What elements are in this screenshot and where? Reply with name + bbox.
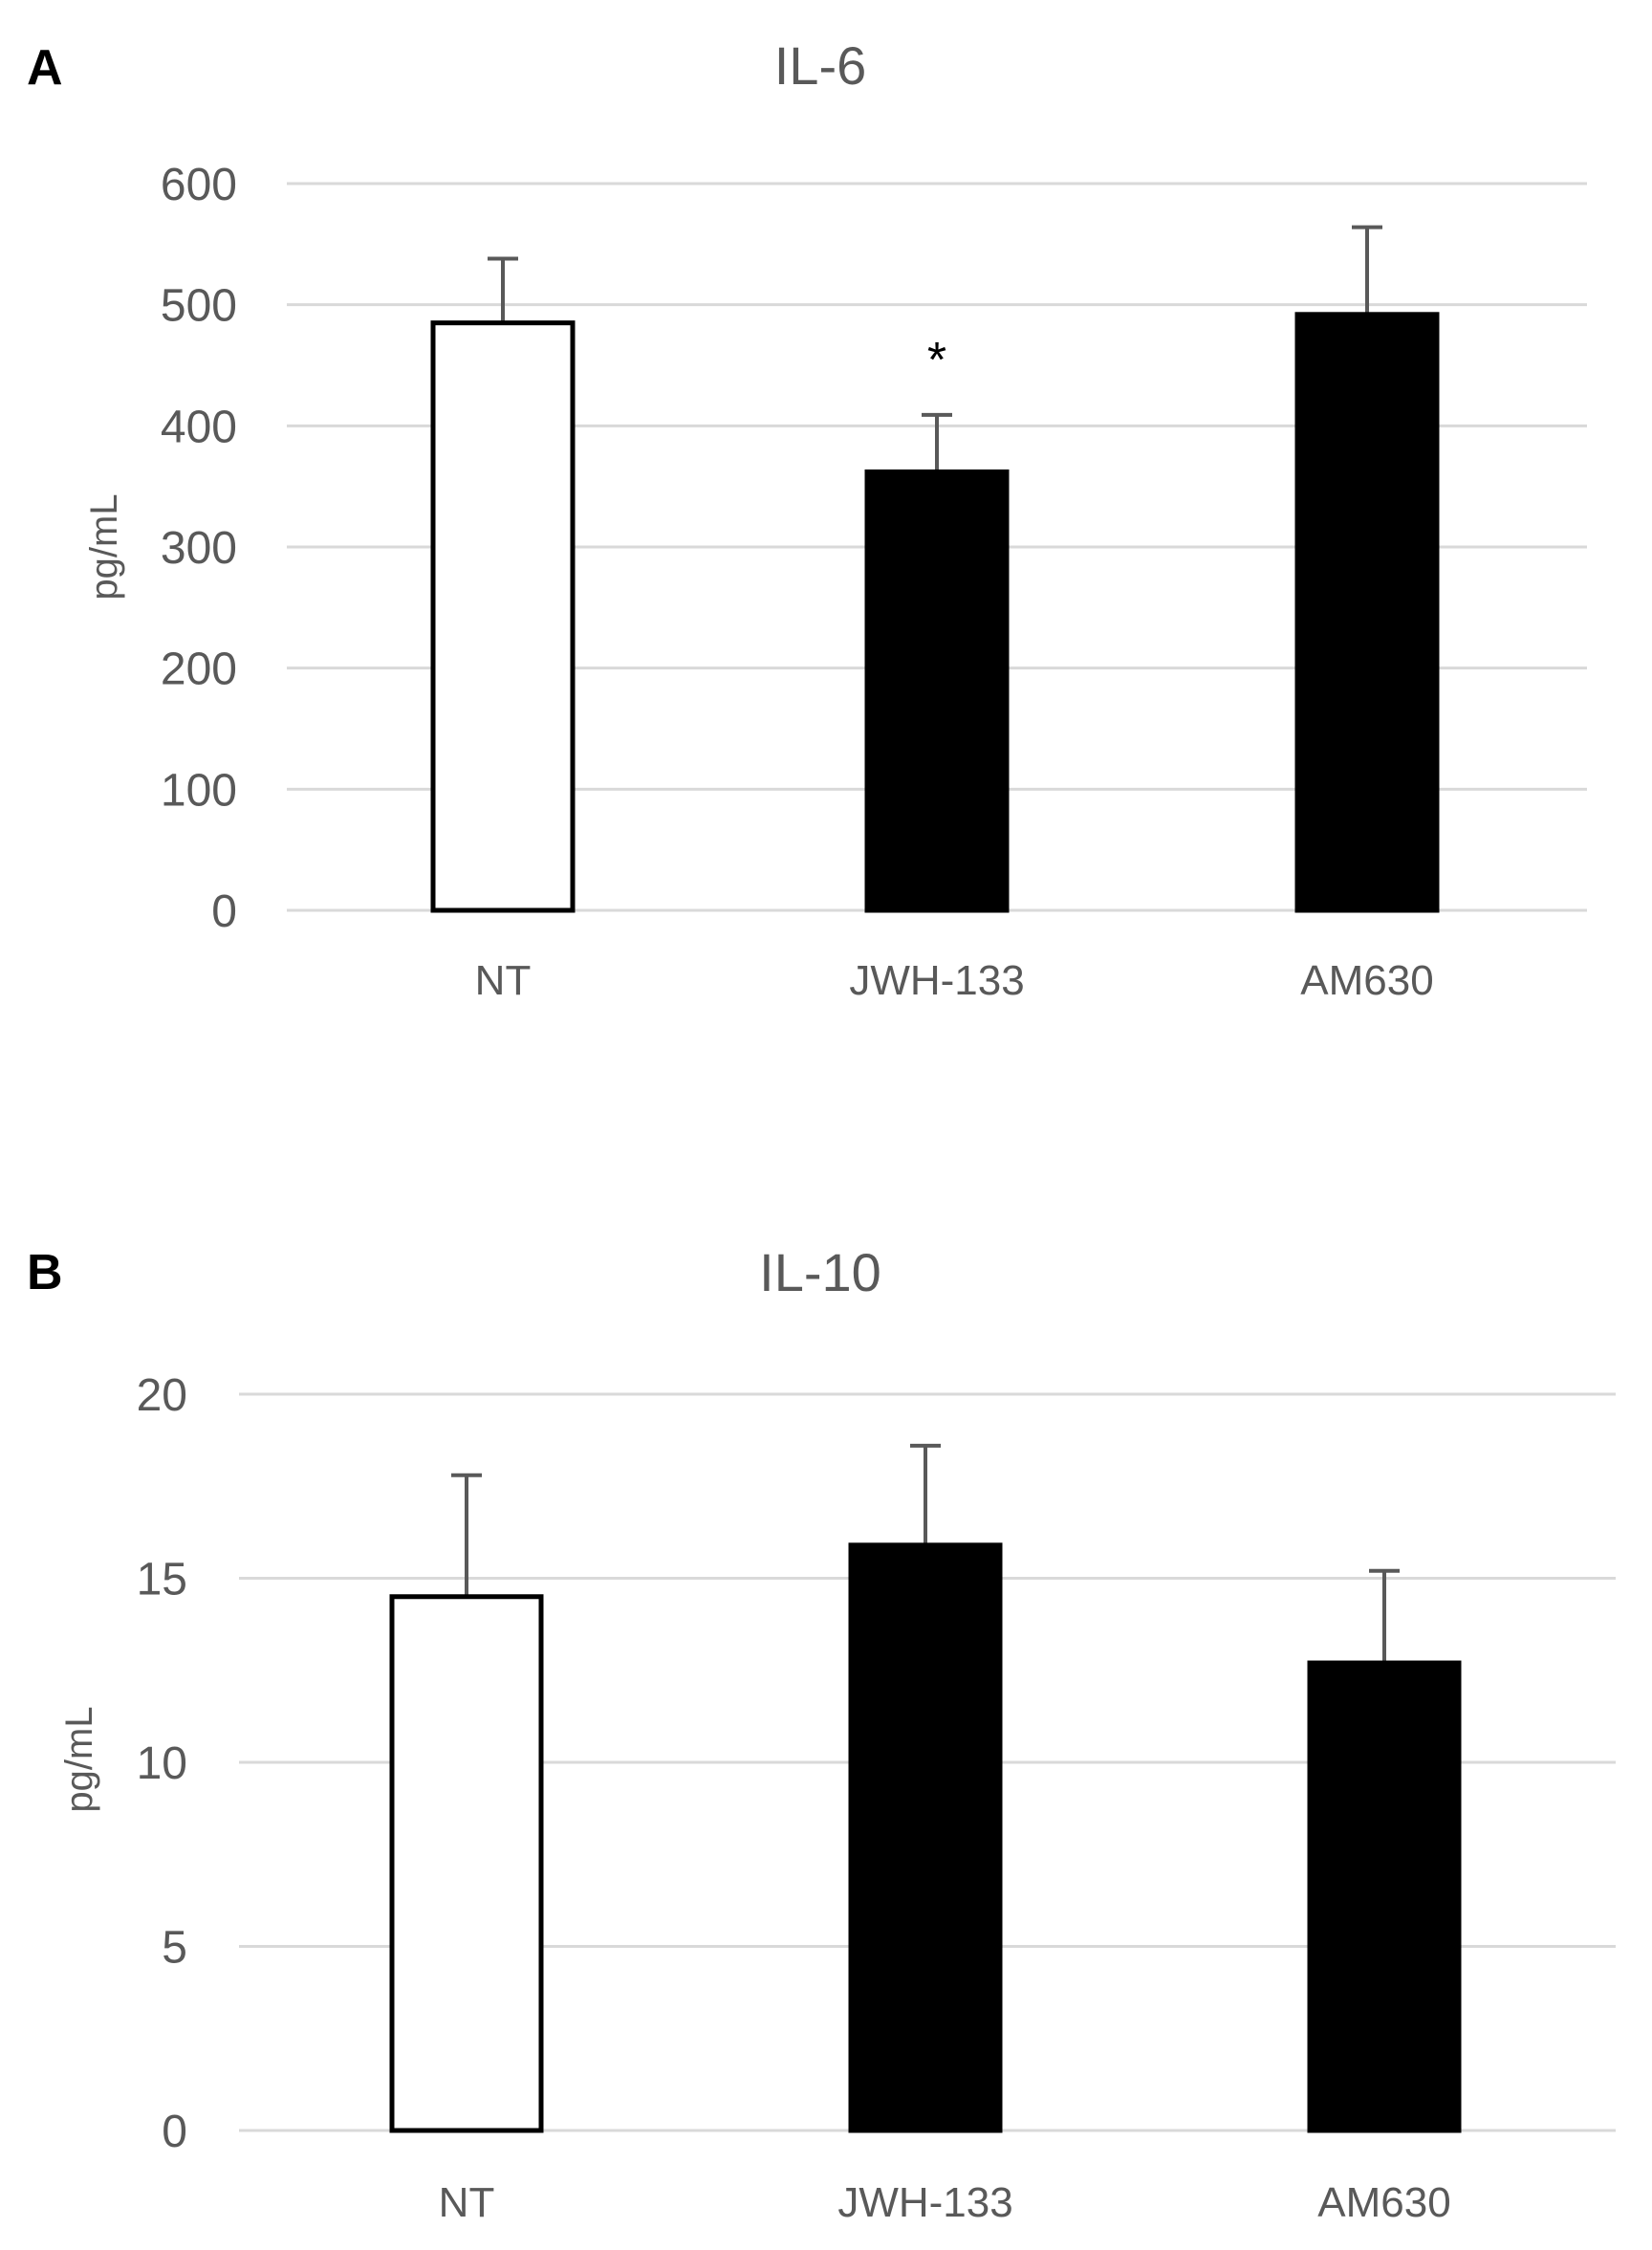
y-axis-title-il6: pg/mL — [83, 493, 125, 600]
y-tick-label: 15 — [137, 1555, 187, 1606]
y-tick-label: 0 — [162, 2107, 187, 2157]
error-bar-jwh-133 — [922, 412, 952, 472]
bar-jwh-133 — [848, 1542, 1003, 2133]
error-bar-am630 — [1369, 1568, 1400, 1664]
y-axis-title-il10: pg/mL — [58, 1706, 100, 1812]
y-tick-label: 200 — [161, 644, 237, 695]
chart-title-il10: IL-10 — [759, 1242, 881, 1302]
y-tick-label: 400 — [161, 402, 237, 452]
x-category-label: AM630 — [1317, 2179, 1450, 2226]
y-tick-label: 600 — [161, 160, 237, 210]
panel-label-b: B — [27, 1245, 63, 1300]
y-tick-label: 500 — [161, 281, 237, 332]
x-category-label: NT — [439, 2179, 495, 2226]
error-bar-jwh-133 — [910, 1443, 941, 1545]
y-tick-label: 5 — [162, 1923, 187, 1974]
error-bar-am630 — [1352, 225, 1382, 315]
x-category-label: JWH-133 — [849, 957, 1024, 1004]
error-bar-nt — [488, 256, 518, 323]
significance-marker: * — [927, 333, 946, 388]
x-categories-il10: NT JWH-133 AM630 — [439, 2179, 1451, 2226]
panel-label-a: A — [27, 40, 63, 96]
y-ticks-il10: 0 5 10 15 20 — [137, 1370, 187, 2157]
bar-nt — [430, 320, 576, 913]
y-ticks-il6: 0 100 200 300 400 500 600 — [161, 160, 237, 937]
bar-jwh-133 — [864, 469, 1010, 913]
x-category-label: JWH-133 — [837, 2179, 1012, 2226]
bars-il10 — [389, 1443, 1462, 2133]
bar-am630 — [1294, 312, 1440, 913]
x-category-label: AM630 — [1300, 957, 1433, 1004]
bar-am630 — [1307, 1660, 1462, 2133]
y-tick-label: 10 — [137, 1738, 187, 1789]
y-tick-label: 0 — [211, 886, 237, 937]
error-bar-nt — [451, 1473, 482, 1597]
x-categories-il6: NT JWH-133 AM630 — [475, 957, 1434, 1004]
y-tick-label: 100 — [161, 765, 237, 816]
chart-il6: A IL-6 pg/mL * 0 100 200 300 400 500 600 NT JWH… — [27, 35, 1587, 1004]
x-category-label: NT — [475, 957, 532, 1004]
y-tick-label: 300 — [161, 523, 237, 574]
chart-il10: B IL-10 pg/mL 0 5 10 15 20 NT JWH-133 AM630 — [27, 1242, 1616, 2226]
y-tick-label: 20 — [137, 1370, 187, 1421]
chart-title-il6: IL-6 — [774, 35, 867, 96]
bar-nt — [389, 1594, 544, 2133]
bars-il6: * — [430, 225, 1440, 913]
